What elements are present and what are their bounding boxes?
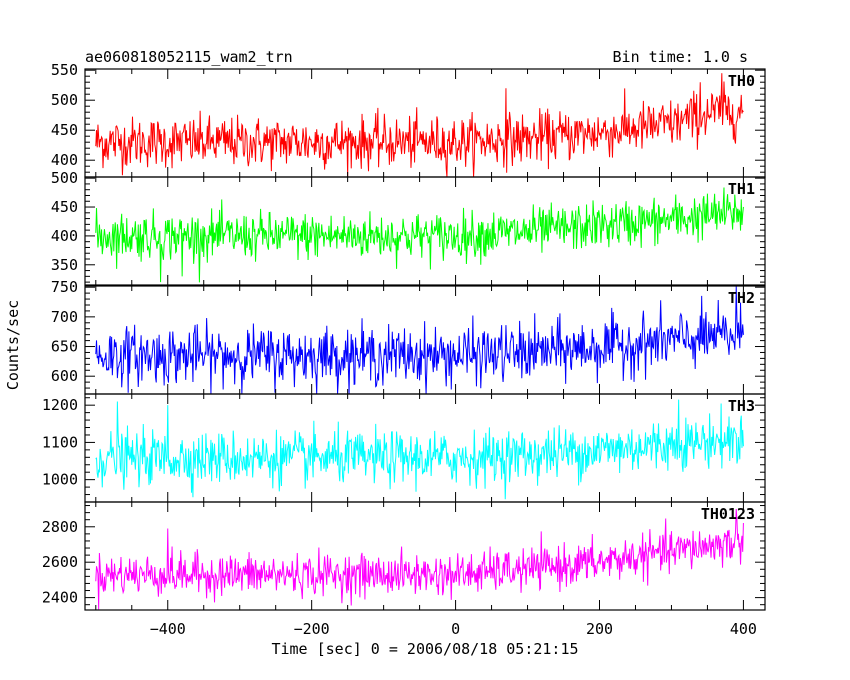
y-tick-label: 700 bbox=[51, 308, 78, 326]
y-tick-label: 1000 bbox=[42, 471, 78, 489]
y-tick-label: 450 bbox=[51, 198, 78, 216]
panel-frame bbox=[84, 68, 766, 178]
series-line-th2 bbox=[95, 285, 744, 395]
y-tick-label: 600 bbox=[51, 367, 78, 385]
panel-label-th2: TH2 bbox=[728, 289, 755, 307]
panel-label-th1: TH1 bbox=[728, 180, 755, 198]
x-tick-label: −400 bbox=[150, 620, 186, 638]
series-line-th0 bbox=[95, 73, 744, 178]
x-tick-label: 400 bbox=[730, 620, 757, 638]
series-line-th3 bbox=[95, 399, 744, 500]
y-tick-label: 2800 bbox=[42, 518, 78, 536]
series-line-th1 bbox=[95, 187, 744, 283]
x-axis: −400 −200 0 200 400 bbox=[150, 620, 757, 638]
y-tick-label: 400 bbox=[51, 227, 78, 245]
y-tick-label: 2400 bbox=[42, 589, 78, 607]
y-tick-label: 450 bbox=[51, 121, 78, 139]
panels-group: 400 450 500 550 TH0 350 400 450 500 TH1 600 650 700 7… bbox=[42, 61, 766, 611]
chart-title: ae060818052115_wam2_trn bbox=[85, 48, 293, 66]
y-axis-label: Counts/sec bbox=[4, 300, 22, 390]
y-tick-label: 1100 bbox=[42, 433, 78, 451]
panel-th3: 1000 1100 1200 TH3 bbox=[42, 393, 766, 503]
x-tick-label: −200 bbox=[294, 620, 330, 638]
panel-frame bbox=[84, 176, 766, 286]
panel-label-th3: TH3 bbox=[728, 397, 755, 415]
y-tick-label: 350 bbox=[51, 256, 78, 274]
y-tick-label: 2600 bbox=[42, 553, 78, 571]
panel-th1: 350 400 450 500 TH1 bbox=[51, 169, 766, 286]
y-tick-label: 1200 bbox=[42, 396, 78, 414]
y-tick-label: 650 bbox=[51, 338, 78, 356]
panel-frame bbox=[84, 501, 766, 611]
series-line-th0123 bbox=[95, 509, 744, 610]
y-tick-label: 400 bbox=[51, 151, 78, 169]
x-tick-label: 0 bbox=[451, 620, 460, 638]
x-axis-label: Time [sec] 0 = 2006/08/18 05:21:15 bbox=[271, 640, 578, 658]
y-tick-label: 500 bbox=[51, 91, 78, 109]
panel-th2: 600 650 700 750 TH2 bbox=[51, 278, 766, 395]
x-tick-label: 200 bbox=[586, 620, 613, 638]
y-tick-label: 500 bbox=[51, 169, 78, 187]
y-tick-label: 750 bbox=[51, 278, 78, 296]
panel-label-th0123: TH0123 bbox=[701, 505, 755, 523]
panel-th0123: 2400 2600 2800 TH0123 bbox=[42, 501, 766, 611]
y-tick-label: 550 bbox=[51, 61, 78, 79]
panel-th0: 400 450 500 550 TH0 bbox=[51, 61, 766, 178]
bin-time-label: Bin time: 1.0 s bbox=[613, 48, 748, 66]
panel-label-th0: TH0 bbox=[728, 72, 755, 90]
